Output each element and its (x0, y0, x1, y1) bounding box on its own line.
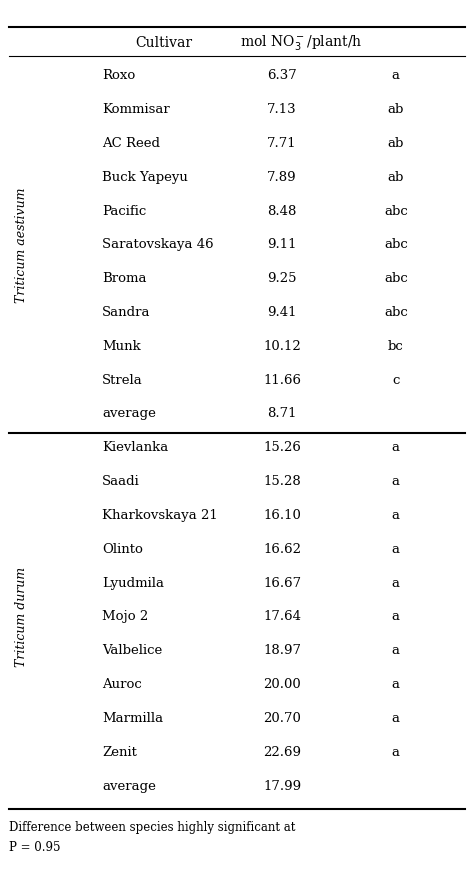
Text: Triticum aestivum: Triticum aestivum (15, 187, 28, 302)
Text: Marmilla: Marmilla (102, 711, 163, 724)
Text: Sandra: Sandra (102, 306, 150, 319)
Text: a: a (392, 711, 400, 724)
Text: 8.48: 8.48 (267, 205, 297, 217)
Text: 22.69: 22.69 (263, 745, 301, 758)
Text: a: a (392, 609, 400, 623)
Text: 7.89: 7.89 (267, 170, 297, 184)
Text: 17.64: 17.64 (263, 609, 301, 623)
Text: average: average (102, 779, 156, 792)
Text: c: c (392, 373, 400, 386)
Text: Difference between species highly significant at: Difference between species highly signif… (9, 820, 296, 833)
Text: ab: ab (388, 103, 404, 116)
Text: Mojo 2: Mojo 2 (102, 609, 148, 623)
Text: Kharkovskaya 21: Kharkovskaya 21 (102, 508, 218, 522)
Text: Valbelice: Valbelice (102, 644, 162, 657)
Text: 9.11: 9.11 (267, 238, 297, 251)
Text: Kievlanka: Kievlanka (102, 441, 168, 454)
Text: Strela: Strela (102, 373, 143, 386)
Text: Triticum durum: Triticum durum (15, 566, 28, 666)
Text: abc: abc (384, 306, 408, 319)
Text: abc: abc (384, 205, 408, 217)
Text: 7.71: 7.71 (267, 137, 297, 150)
Text: Olinto: Olinto (102, 542, 143, 555)
Text: 20.00: 20.00 (263, 677, 301, 690)
Text: a: a (392, 69, 400, 83)
Text: ab: ab (388, 137, 404, 150)
Text: P = 0.95: P = 0.95 (9, 840, 61, 853)
Text: Zenit: Zenit (102, 745, 137, 758)
Text: 17.99: 17.99 (263, 779, 301, 792)
Text: abc: abc (384, 238, 408, 251)
Text: bc: bc (388, 340, 404, 352)
Text: Cultivar: Cultivar (135, 36, 192, 49)
Text: 16.67: 16.67 (263, 576, 301, 589)
Text: 16.10: 16.10 (263, 508, 301, 522)
Text: Lyudmila: Lyudmila (102, 576, 164, 589)
Text: Broma: Broma (102, 272, 146, 284)
Text: ab: ab (388, 170, 404, 184)
Text: 20.70: 20.70 (263, 711, 301, 724)
Text: Roxo: Roxo (102, 69, 135, 83)
Text: a: a (392, 508, 400, 522)
Text: a: a (392, 745, 400, 758)
Text: 9.25: 9.25 (267, 272, 297, 284)
Text: 18.97: 18.97 (263, 644, 301, 657)
Text: 11.66: 11.66 (263, 373, 301, 386)
Text: 16.62: 16.62 (263, 542, 301, 555)
Text: Saadi: Saadi (102, 475, 140, 487)
Text: mol NO$_3^-$/plant/h: mol NO$_3^-$/plant/h (240, 33, 362, 52)
Text: 10.12: 10.12 (263, 340, 301, 352)
Text: a: a (392, 644, 400, 657)
Text: 15.28: 15.28 (263, 475, 301, 487)
Text: Saratovskaya 46: Saratovskaya 46 (102, 238, 213, 251)
Text: 7.13: 7.13 (267, 103, 297, 116)
Text: a: a (392, 441, 400, 454)
Text: Munk: Munk (102, 340, 141, 352)
Text: AC Reed: AC Reed (102, 137, 160, 150)
Text: a: a (392, 677, 400, 690)
Text: a: a (392, 542, 400, 555)
Text: abc: abc (384, 272, 408, 284)
Text: 6.37: 6.37 (267, 69, 297, 83)
Text: 8.71: 8.71 (267, 407, 297, 420)
Text: Buck Yapeyu: Buck Yapeyu (102, 170, 188, 184)
Text: average: average (102, 407, 156, 420)
Text: 9.41: 9.41 (267, 306, 297, 319)
Text: Auroc: Auroc (102, 677, 142, 690)
Text: Pacific: Pacific (102, 205, 146, 217)
Text: a: a (392, 576, 400, 589)
Text: a: a (392, 475, 400, 487)
Text: 15.26: 15.26 (263, 441, 301, 454)
Text: Kommisar: Kommisar (102, 103, 170, 116)
